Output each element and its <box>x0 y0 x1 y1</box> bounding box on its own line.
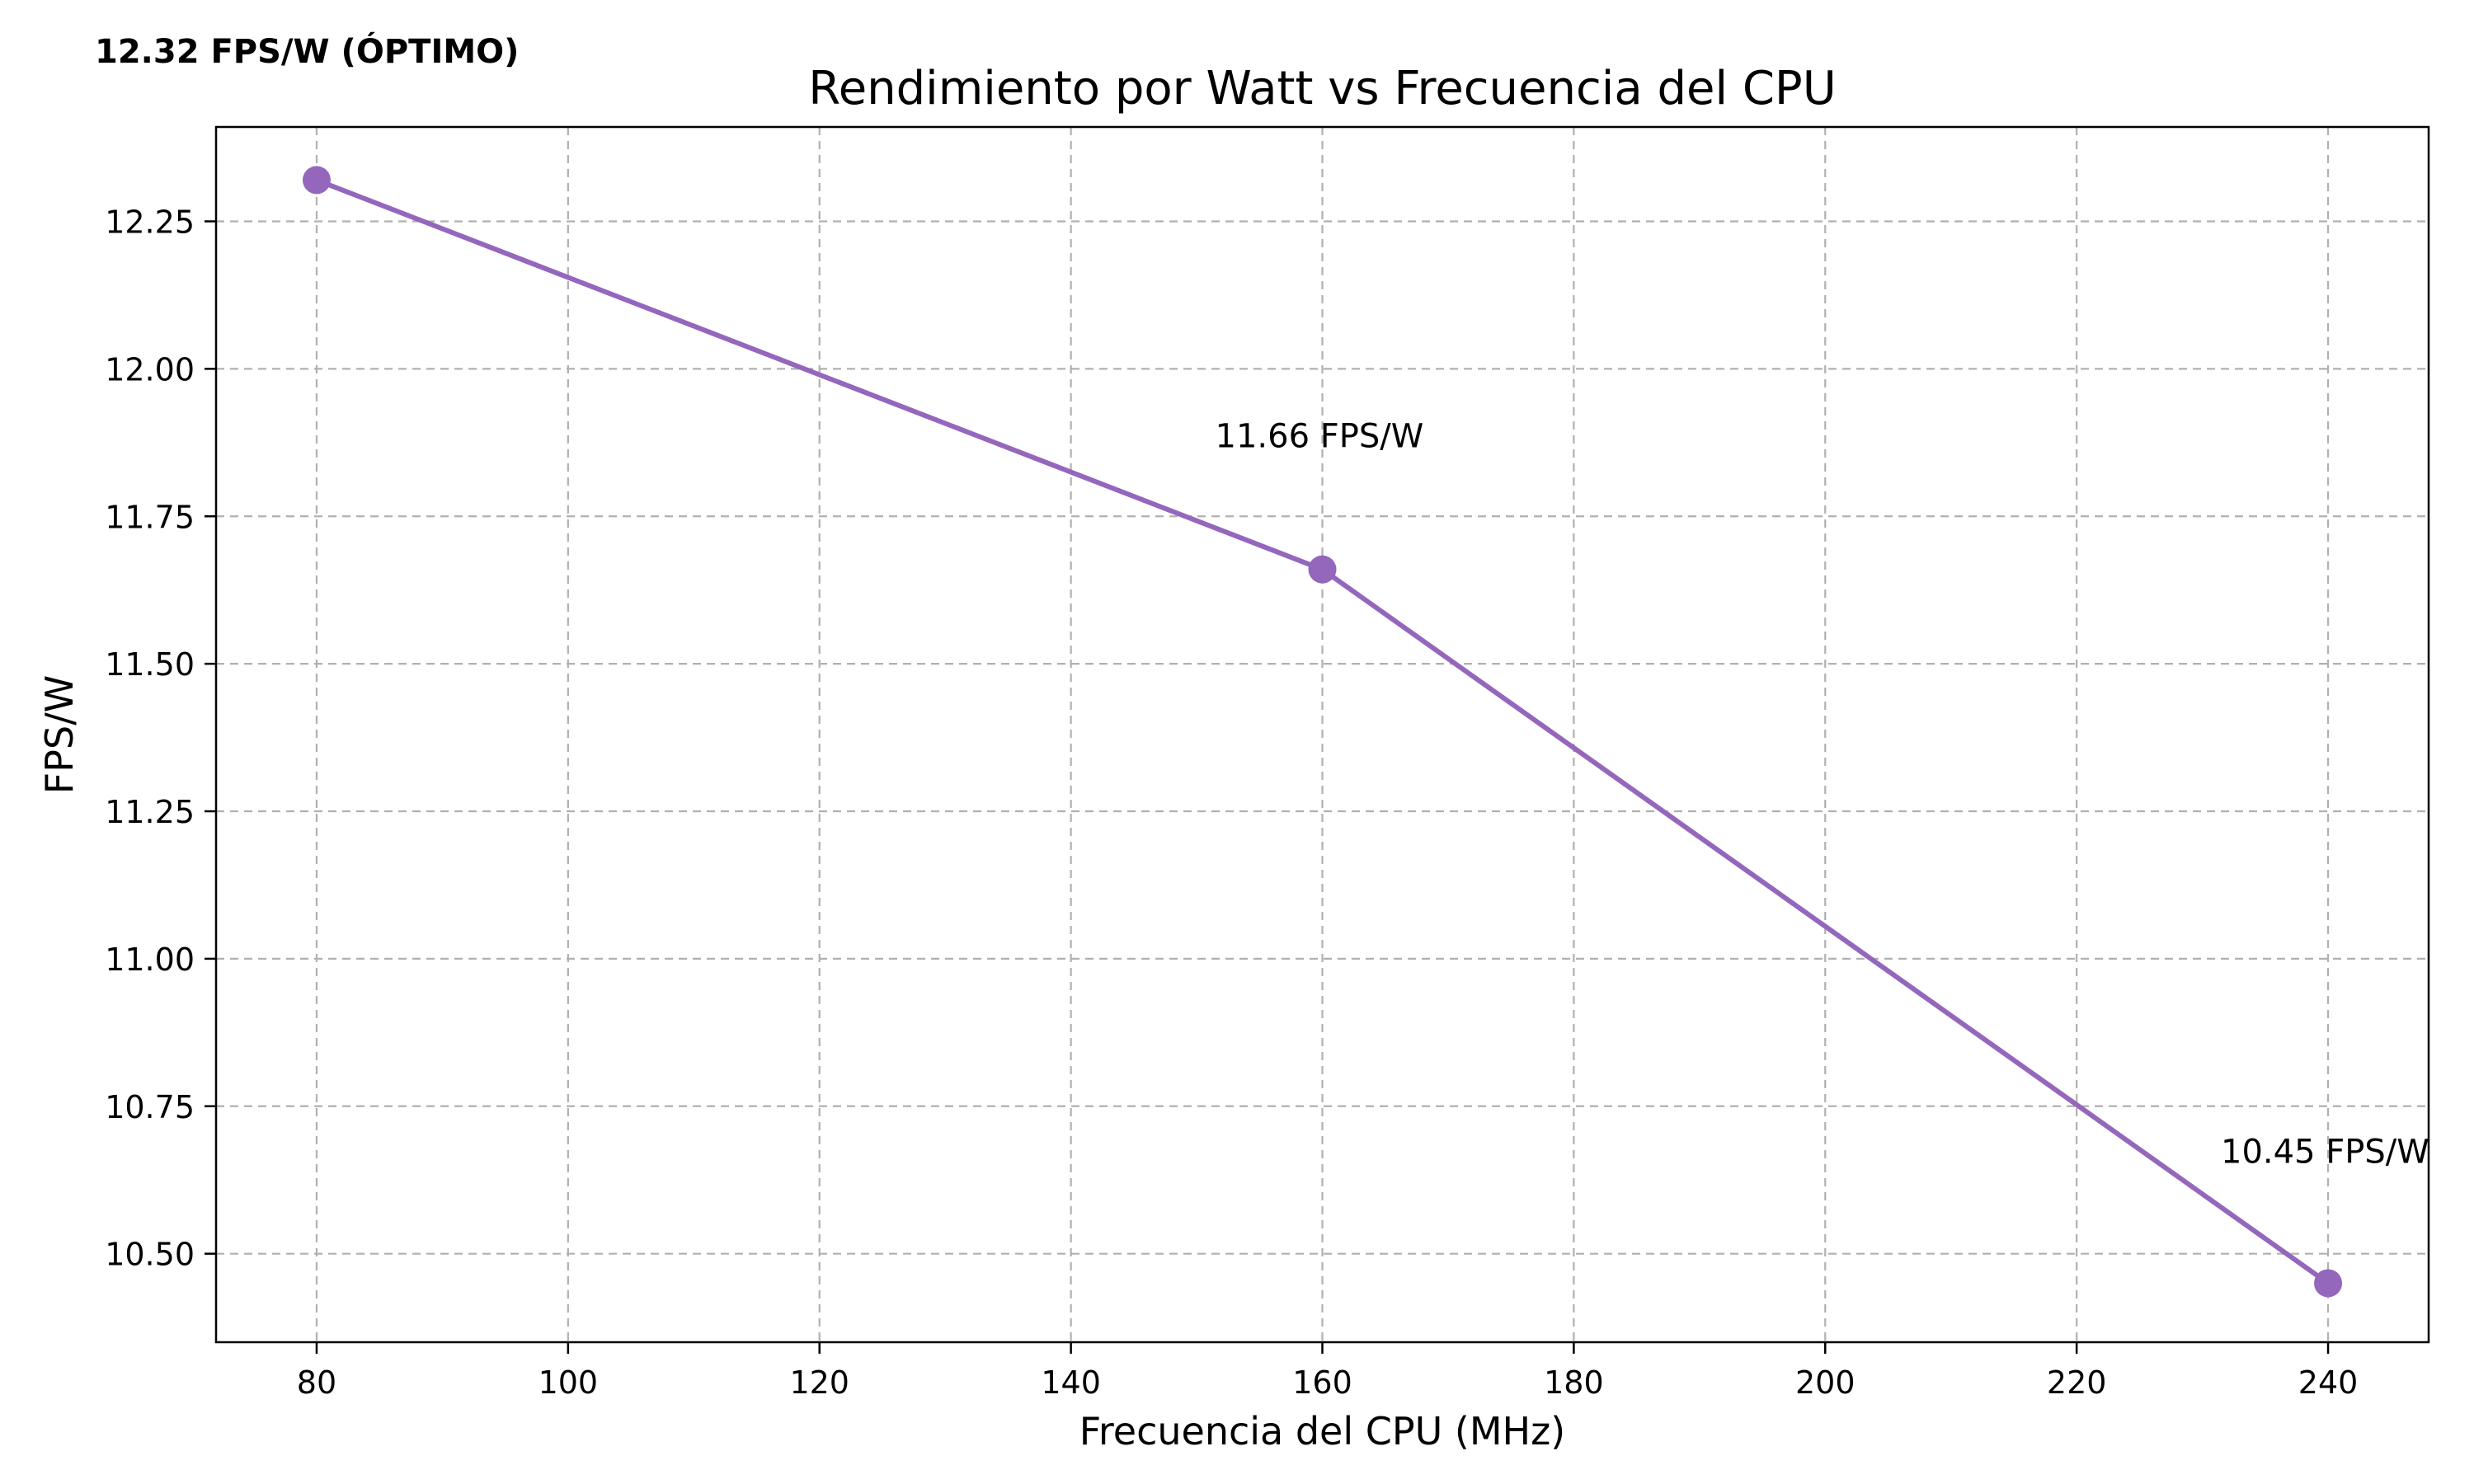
x-axis-label: Frecuencia del CPU (MHz) <box>1079 1409 1565 1453</box>
series <box>302 166 2343 1298</box>
x-tick-label: 240 <box>2298 1364 2359 1401</box>
x-tick-label: 220 <box>2047 1364 2107 1401</box>
y-tick-label: 11.00 <box>105 942 195 978</box>
chart-title: Rendimiento por Watt vs Frecuencia del C… <box>808 62 1836 115</box>
y-tick-label: 12.25 <box>105 204 195 240</box>
y-axis-label: FPS/W <box>37 675 82 794</box>
y-tick-label: 11.25 <box>105 794 195 830</box>
x-tick-label: 160 <box>1292 1364 1352 1401</box>
x-tick-label: 180 <box>1544 1364 1604 1401</box>
axis-ticks: 80 100 120 140 160 180 200 220 240 10.50 10.75 11.0… <box>105 204 2358 1401</box>
y-tick-label: 10.50 <box>105 1237 195 1273</box>
grid <box>216 127 2429 1342</box>
data-label: 12.32 FPS/W (ÓPTIMO) <box>95 31 519 71</box>
data-label: 11.66 FPS/W <box>1216 418 1424 456</box>
y-tick-label: 10.75 <box>105 1089 195 1125</box>
x-tick-label: 200 <box>1795 1364 1856 1401</box>
x-tick-label: 120 <box>789 1364 849 1401</box>
y-tick-label: 11.75 <box>105 499 195 535</box>
annotations: 12.32 FPS/W (ÓPTIMO) 11.66 FPS/W 10.45 FPS… <box>95 31 2429 1171</box>
x-tick-label: 80 <box>297 1364 336 1401</box>
y-tick-label: 11.50 <box>105 646 195 683</box>
data-point <box>302 166 331 195</box>
data-label: 10.45 FPS/W <box>2221 1133 2429 1171</box>
x-tick-label: 140 <box>1041 1364 1101 1401</box>
data-point <box>2314 1269 2343 1298</box>
x-tick-label: 100 <box>539 1364 599 1401</box>
y-tick-label: 12.00 <box>105 351 195 387</box>
data-point <box>1308 555 1337 584</box>
